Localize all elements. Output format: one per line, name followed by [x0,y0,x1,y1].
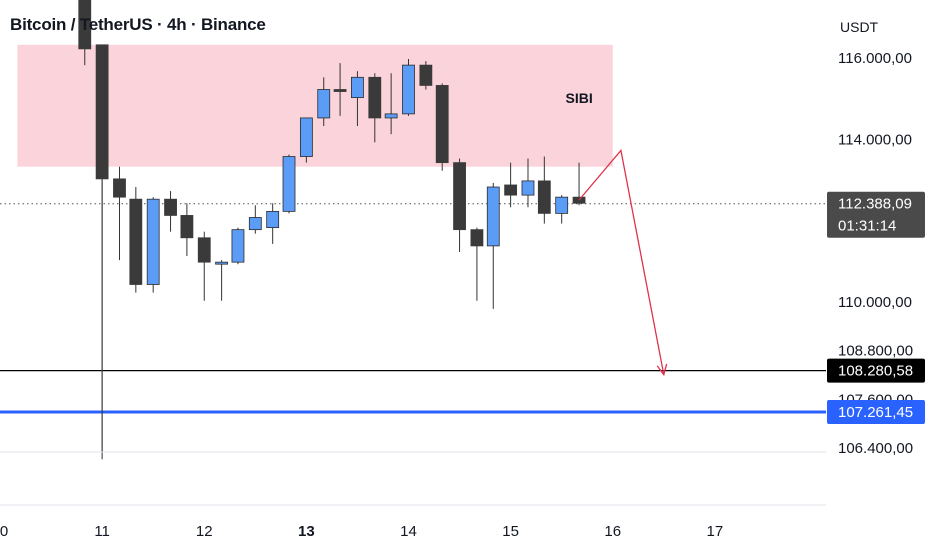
sibi-label: SIBI [566,90,593,106]
price-label-text: 107.261,45 [838,404,913,421]
axes-layer: USDT 116.000,00 114.000,00 110.000,00 108.80… [0,19,913,540]
candle-body[interactable] [470,229,484,247]
y-tick-label: 108.800,00 [838,343,913,360]
candle-body[interactable] [164,198,177,216]
y-tick-label: 110.000,00 [838,294,912,311]
candle-body[interactable] [113,178,126,198]
candle-body[interactable] [572,196,586,204]
x-tick-label: 13 [298,523,315,540]
price-label-box-2 [827,400,925,425]
x-tick-label: 11 [94,523,110,540]
currency-label: USDT [840,19,879,35]
candles-layer[interactable] [78,0,586,460]
candle-body[interactable] [351,76,364,99]
countdown-label: 01:31:14 [838,218,896,235]
candle-body[interactable] [78,0,92,50]
x-tick-label: 15 [502,523,519,540]
candle-body[interactable] [402,64,415,115]
sibi-zone [17,44,613,167]
candle-body[interactable] [419,64,433,86]
y-tick-label: 106.400,00 [838,440,913,457]
candle-body[interactable] [95,44,109,180]
candle-body[interactable] [368,76,382,119]
x-tick-label: 17 [707,523,724,540]
candle-body[interactable] [537,180,551,214]
price-label-box-1 [827,358,925,383]
candle-body[interactable] [282,156,296,212]
candle-body[interactable] [486,186,500,247]
candle-body[interactable] [180,215,194,239]
candle-body[interactable] [299,117,313,157]
candle-body[interactable] [384,113,398,119]
candle-body[interactable] [453,162,466,231]
candle-body[interactable] [215,261,229,265]
price-levels-layer [0,180,826,452]
candle-body[interactable] [521,180,535,196]
candle-body[interactable] [266,210,280,229]
price-label-text: 112.388,09 [838,196,912,213]
candle-body[interactable] [146,198,160,285]
x-tick-label: 0 [0,523,8,540]
candle-body[interactable] [504,184,518,196]
y-tick-label: 116.000,00 [838,50,912,67]
candle-body[interactable] [197,237,211,263]
price-label-text: 108.280,58 [838,363,913,380]
candle-body[interactable] [231,229,245,263]
price-labels-layer: 112.388,09 01:31:14 108.280,58 107.261,45 [827,191,925,425]
candle-body[interactable] [333,89,347,92]
price-label-box-0 [827,191,925,238]
candle-body[interactable] [129,198,143,285]
chart-title: Bitcoin / TetherUS · 4h · Binance [10,15,266,34]
candle-body[interactable] [555,196,569,214]
projection-arrow-layer[interactable] [578,148,668,377]
candle-body[interactable] [248,217,262,231]
sibi-zone-layer: SIBI [17,44,613,167]
x-tick-label: 12 [196,523,213,540]
x-tick-label: 16 [604,523,621,540]
candle-body[interactable] [317,89,331,119]
y-tick-label: 114.000,00 [838,131,912,148]
candle-body[interactable] [435,85,449,164]
projection-arrow-path[interactable] [578,148,665,375]
x-tick-label: 14 [400,523,417,540]
projection-arrow-head [656,363,668,377]
